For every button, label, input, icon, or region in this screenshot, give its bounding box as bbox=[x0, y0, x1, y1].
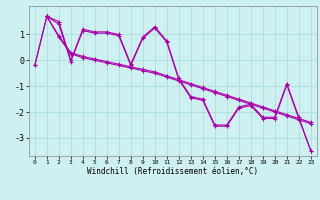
X-axis label: Windchill (Refroidissement éolien,°C): Windchill (Refroidissement éolien,°C) bbox=[87, 167, 258, 176]
